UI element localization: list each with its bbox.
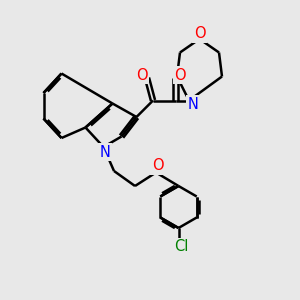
Text: Cl: Cl: [174, 239, 188, 254]
Text: O: O: [136, 68, 147, 82]
Text: N: N: [100, 145, 110, 160]
Text: N: N: [187, 97, 198, 112]
Text: O: O: [194, 26, 205, 41]
Text: O: O: [152, 158, 163, 173]
Text: O: O: [174, 68, 186, 82]
